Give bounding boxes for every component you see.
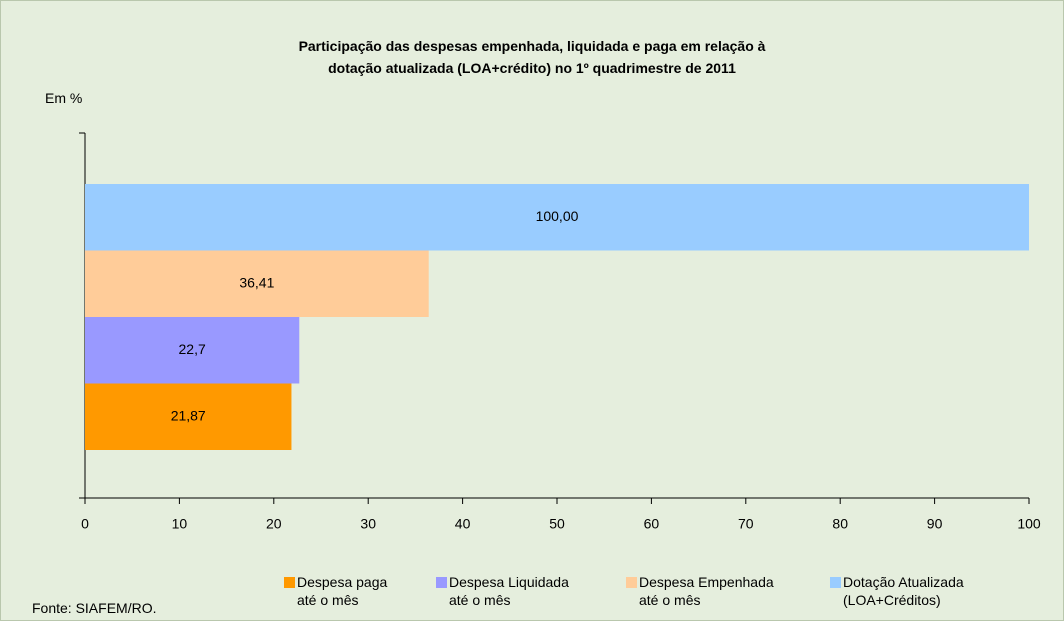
data-label: 36,41 <box>239 274 274 290</box>
x-tick-label: 70 <box>738 516 754 532</box>
x-tick-label: 20 <box>266 516 282 532</box>
legend-swatch <box>830 577 841 588</box>
bar <box>85 383 292 450</box>
x-tick-label: 30 <box>360 516 376 532</box>
legend-label: Despesa Liquidada até o mês <box>449 574 569 608</box>
bar <box>85 250 429 317</box>
legend-label: Despesa paga até o mês <box>297 574 388 608</box>
legend-swatch <box>626 577 637 588</box>
legend-label: Dotação Atualizada (LOA+Créditos) <box>843 574 964 608</box>
x-tick-label: 90 <box>927 516 943 532</box>
x-tick-label: 40 <box>455 516 471 532</box>
legend-item: Dotação Atualizada (LOA+Créditos) <box>830 573 964 609</box>
bar <box>85 317 300 384</box>
x-tick-label: 10 <box>172 516 188 532</box>
legend-label: Despesa Empenhada até o mês <box>639 574 774 608</box>
data-label: 21,87 <box>171 407 206 423</box>
data-label: 22,7 <box>179 341 206 357</box>
x-tick-label: 100 <box>1017 516 1041 532</box>
data-label: 100,00 <box>536 208 579 224</box>
source: Fonte: SIAFEM/RO. <box>32 600 157 616</box>
x-tick-label: 60 <box>644 516 660 532</box>
x-tick-label: 0 <box>81 516 89 532</box>
chart-title: Participação das despesas empenhada, liq… <box>298 38 766 76</box>
bar <box>85 184 1029 251</box>
legend-swatch <box>284 577 295 588</box>
legend-item: Despesa Empenhada até o mês <box>626 573 774 609</box>
legend-swatch <box>436 577 447 588</box>
legend-item: Despesa Liquidada até o mês <box>436 573 569 609</box>
legend-item: Despesa paga até o mês <box>284 573 387 609</box>
x-tick-label: 80 <box>832 516 848 532</box>
y-axis-label: Em % <box>45 90 83 106</box>
x-tick-label: 50 <box>549 516 565 532</box>
